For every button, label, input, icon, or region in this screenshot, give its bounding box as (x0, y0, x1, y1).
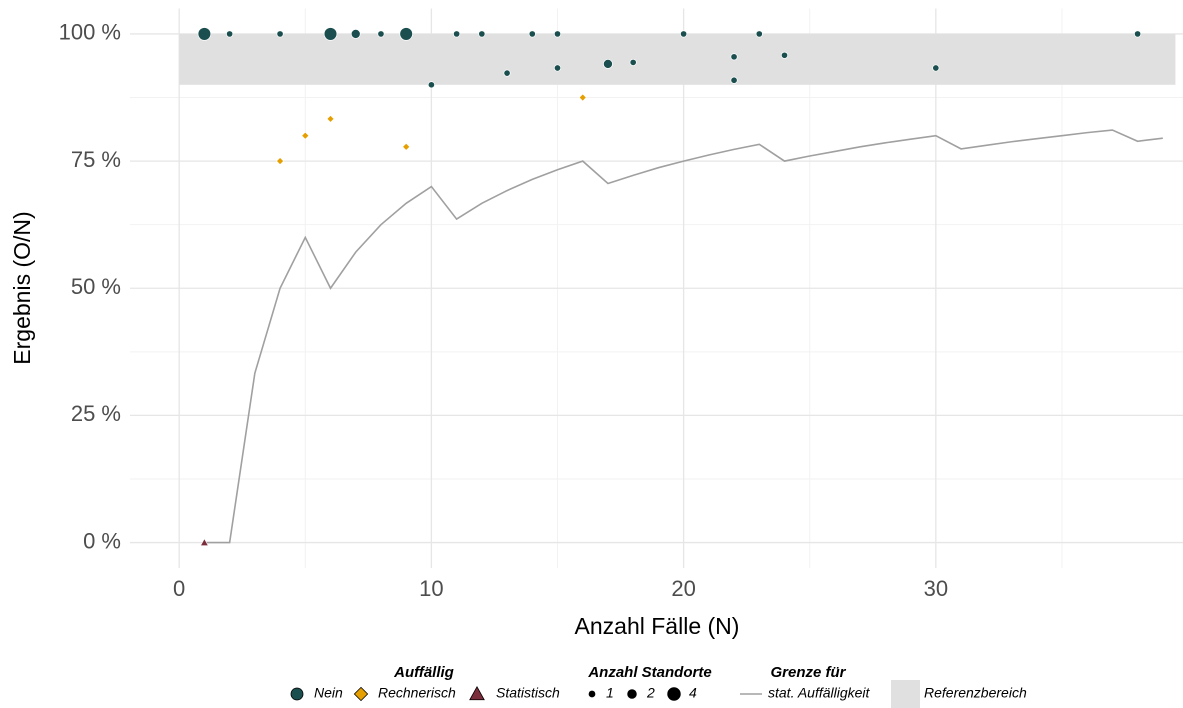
y-tick-label: 25 % (71, 401, 121, 426)
legend-label: Nein (314, 685, 343, 701)
point (453, 30, 461, 38)
legend-title: Auffällig (393, 664, 454, 681)
point (399, 27, 413, 41)
point (578, 93, 587, 102)
y-tick-label: 50 % (71, 274, 121, 299)
size-legend-label: 1 (606, 685, 614, 701)
point (377, 30, 385, 38)
x-tick-label: 20 (671, 576, 695, 601)
legend-swatch (891, 680, 920, 708)
point (276, 157, 285, 166)
y-axis-title: Ergebnis (O/N) (9, 211, 35, 364)
point (276, 30, 284, 38)
legend-label: Referenzbereich (924, 685, 1027, 701)
point (1134, 30, 1142, 38)
point (553, 30, 562, 38)
point (326, 114, 335, 123)
point (503, 69, 511, 77)
size-legend-label: 2 (646, 685, 655, 701)
point (528, 30, 536, 38)
reference-band (179, 33, 1176, 85)
point (478, 30, 486, 38)
point (427, 81, 435, 89)
y-tick-label: 100 % (59, 20, 121, 45)
size-legend-title: Anzahl Standorte (587, 664, 711, 681)
size-legend-swatch (588, 690, 596, 698)
legend-label: stat. Auffälligkeit (768, 685, 871, 701)
legend-swatch (353, 686, 369, 702)
size-legend-swatch (667, 687, 681, 701)
legend-label: Rechnerisch (378, 685, 456, 701)
point (350, 29, 361, 39)
point (226, 30, 234, 38)
point (730, 53, 738, 61)
size-legend-swatch (627, 689, 637, 699)
y-tick-label: 0 % (83, 528, 121, 553)
point (603, 59, 613, 69)
limit-line (204, 129, 1163, 544)
point (323, 27, 338, 41)
point (755, 30, 763, 38)
point (932, 64, 940, 72)
legend-swatch (290, 687, 304, 701)
limit-legend-title: Grenze für (770, 664, 846, 681)
point (629, 58, 637, 66)
point (680, 30, 688, 38)
x-axis-title: Anzahl Fälle (N) (575, 613, 740, 639)
point (730, 76, 738, 84)
point (402, 142, 411, 151)
y-tick-label: 75 % (71, 147, 121, 172)
point (301, 131, 310, 140)
x-tick-label: 10 (419, 576, 443, 601)
legend-swatch (469, 685, 485, 701)
x-tick-label: 0 (173, 576, 185, 601)
point (200, 538, 209, 546)
size-legend-label: 4 (689, 685, 697, 701)
legend-label: Statistisch (496, 685, 560, 701)
point (197, 27, 212, 41)
point (553, 64, 562, 72)
x-tick-label: 30 (924, 576, 948, 601)
point (780, 51, 789, 59)
